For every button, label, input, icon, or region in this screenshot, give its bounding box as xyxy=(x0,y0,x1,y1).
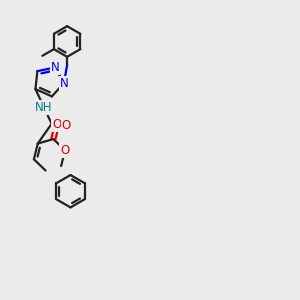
Text: O: O xyxy=(62,118,71,132)
Text: NH: NH xyxy=(35,101,53,114)
Text: N: N xyxy=(60,76,68,89)
Text: H: H xyxy=(40,102,48,112)
Text: O: O xyxy=(60,144,70,157)
Text: N: N xyxy=(33,101,42,114)
Text: O: O xyxy=(52,118,62,131)
Text: N: N xyxy=(51,61,59,74)
